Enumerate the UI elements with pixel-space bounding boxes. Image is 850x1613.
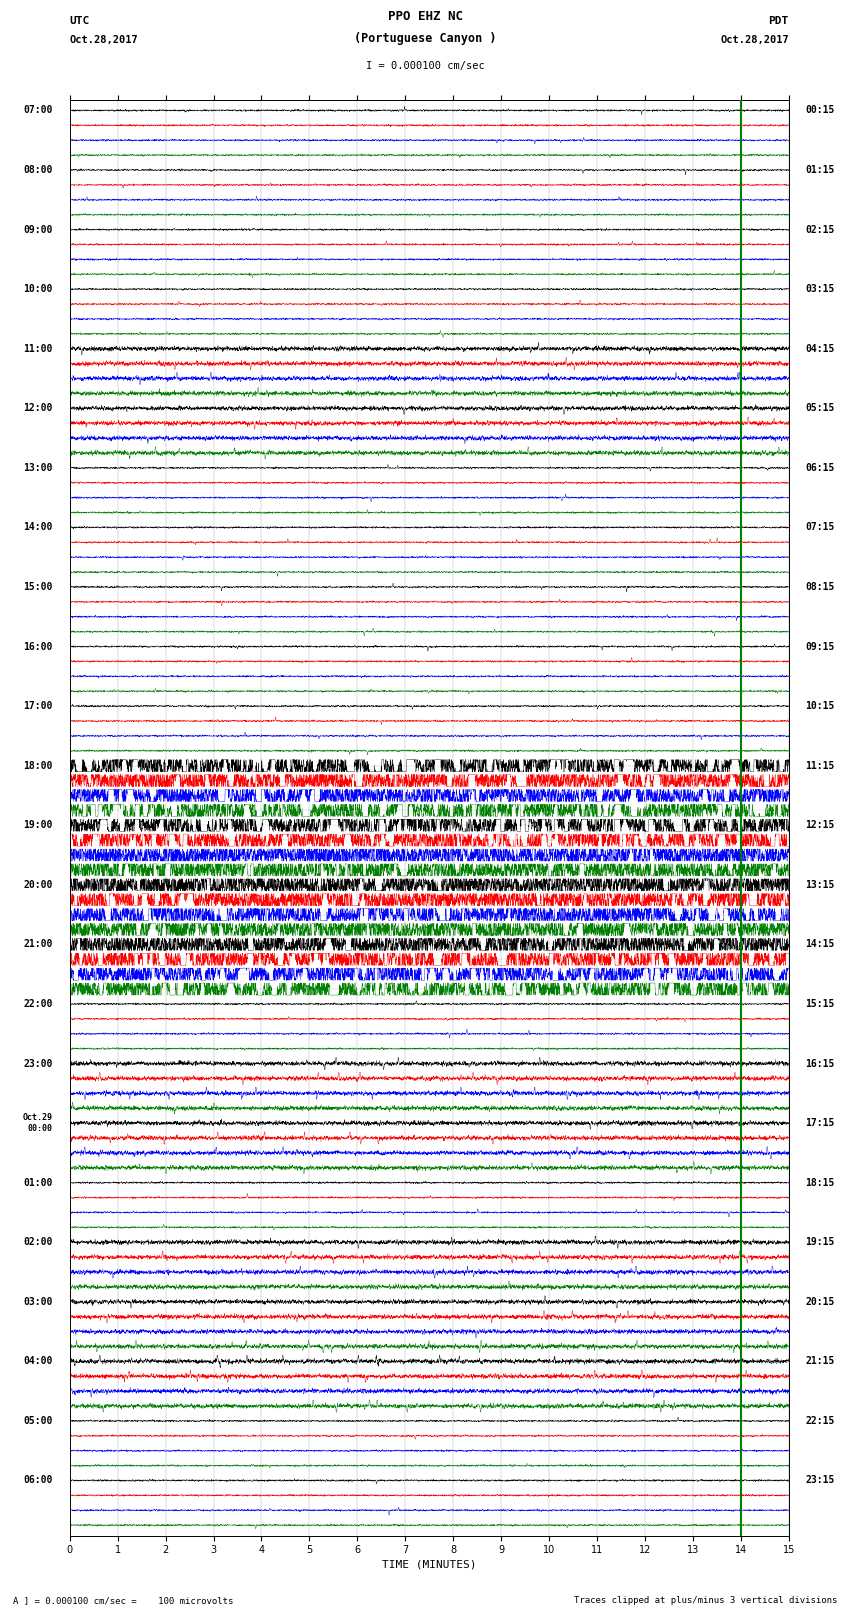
Text: 09:15: 09:15 xyxy=(806,642,835,652)
Text: (Portuguese Canyon ): (Portuguese Canyon ) xyxy=(354,32,496,45)
Text: A ] = 0.000100 cm/sec =    100 microvolts: A ] = 0.000100 cm/sec = 100 microvolts xyxy=(13,1595,233,1605)
Text: 10:15: 10:15 xyxy=(806,702,835,711)
Text: 18:15: 18:15 xyxy=(806,1177,835,1187)
Text: Traces clipped at plus/minus 3 vertical divisions: Traces clipped at plus/minus 3 vertical … xyxy=(574,1595,837,1605)
Text: 15:00: 15:00 xyxy=(24,582,53,592)
Text: 17:00: 17:00 xyxy=(24,702,53,711)
Text: 11:00: 11:00 xyxy=(24,344,53,353)
Text: UTC: UTC xyxy=(70,16,90,26)
Text: 22:15: 22:15 xyxy=(806,1416,835,1426)
Text: 07:00: 07:00 xyxy=(24,105,53,116)
Text: 02:00: 02:00 xyxy=(24,1237,53,1247)
Text: 16:15: 16:15 xyxy=(806,1058,835,1068)
Text: 23:15: 23:15 xyxy=(806,1476,835,1486)
Text: 13:15: 13:15 xyxy=(806,879,835,890)
Text: 12:00: 12:00 xyxy=(24,403,53,413)
Text: 21:15: 21:15 xyxy=(806,1357,835,1366)
Text: 05:15: 05:15 xyxy=(806,403,835,413)
X-axis label: TIME (MINUTES): TIME (MINUTES) xyxy=(382,1560,477,1569)
Text: 00:15: 00:15 xyxy=(806,105,835,116)
Text: 12:15: 12:15 xyxy=(806,821,835,831)
Text: 20:15: 20:15 xyxy=(806,1297,835,1307)
Text: 14:00: 14:00 xyxy=(24,523,53,532)
Text: 01:00: 01:00 xyxy=(24,1177,53,1187)
Text: 13:00: 13:00 xyxy=(24,463,53,473)
Text: 08:00: 08:00 xyxy=(24,165,53,174)
Text: 21:00: 21:00 xyxy=(24,939,53,950)
Text: 22:00: 22:00 xyxy=(24,998,53,1010)
Text: 04:15: 04:15 xyxy=(806,344,835,353)
Text: 16:00: 16:00 xyxy=(24,642,53,652)
Text: 03:15: 03:15 xyxy=(806,284,835,294)
Text: 15:15: 15:15 xyxy=(806,998,835,1010)
Text: 20:00: 20:00 xyxy=(24,879,53,890)
Text: 03:00: 03:00 xyxy=(24,1297,53,1307)
Text: 06:15: 06:15 xyxy=(806,463,835,473)
Text: 08:15: 08:15 xyxy=(806,582,835,592)
Text: 10:00: 10:00 xyxy=(24,284,53,294)
Text: Oct.28,2017: Oct.28,2017 xyxy=(720,35,789,45)
Text: Oct.29
00:00: Oct.29 00:00 xyxy=(23,1113,53,1132)
Text: 11:15: 11:15 xyxy=(806,761,835,771)
Text: 14:15: 14:15 xyxy=(806,939,835,950)
Text: 02:15: 02:15 xyxy=(806,224,835,234)
Text: 01:15: 01:15 xyxy=(806,165,835,174)
Text: 04:00: 04:00 xyxy=(24,1357,53,1366)
Text: Oct.28,2017: Oct.28,2017 xyxy=(70,35,139,45)
Text: 07:15: 07:15 xyxy=(806,523,835,532)
Text: 19:15: 19:15 xyxy=(806,1237,835,1247)
Text: 18:00: 18:00 xyxy=(24,761,53,771)
Text: PDT: PDT xyxy=(768,16,789,26)
Text: PPO EHZ NC: PPO EHZ NC xyxy=(388,10,462,23)
Text: 17:15: 17:15 xyxy=(806,1118,835,1127)
Text: 19:00: 19:00 xyxy=(24,821,53,831)
Text: 09:00: 09:00 xyxy=(24,224,53,234)
Text: 05:00: 05:00 xyxy=(24,1416,53,1426)
Text: I = 0.000100 cm/sec: I = 0.000100 cm/sec xyxy=(366,61,484,71)
Text: 23:00: 23:00 xyxy=(24,1058,53,1068)
Text: 06:00: 06:00 xyxy=(24,1476,53,1486)
